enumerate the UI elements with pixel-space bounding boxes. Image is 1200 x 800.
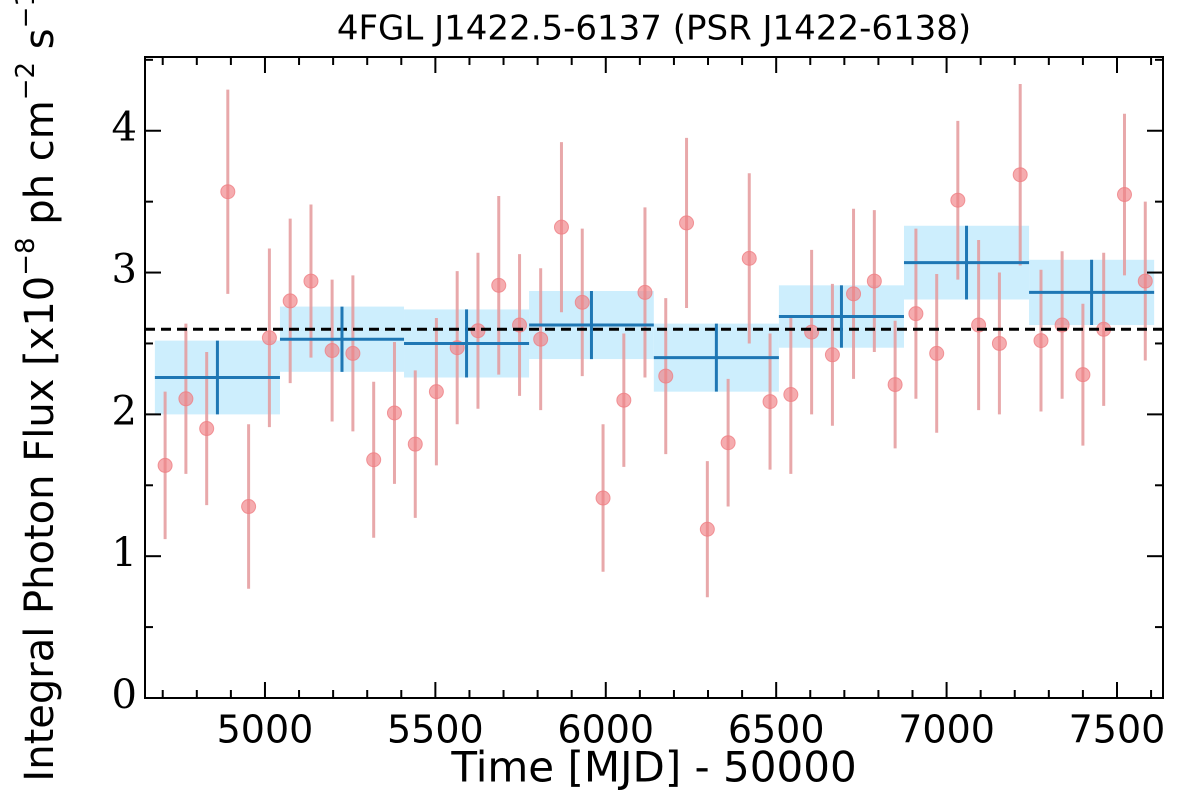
x-tick-label: 5000: [217, 708, 314, 752]
data-point: [1075, 367, 1091, 383]
data-point: [887, 377, 903, 393]
data-point: [303, 273, 319, 289]
data-point: [783, 387, 799, 403]
y-tick-label: 0: [112, 672, 137, 718]
data-point: [1116, 187, 1132, 203]
data-point: [491, 277, 507, 293]
y-label-superscript: −2: [11, 62, 41, 100]
data-point: [345, 345, 361, 361]
y-axis-label: Integral Photon Flux [x10−8 ph cm−2 s−1]: [11, 0, 64, 782]
y-tick-label: 4: [112, 105, 137, 151]
data-point: [386, 405, 402, 421]
x-tick-label: 5500: [387, 708, 484, 752]
data-point: [220, 184, 236, 200]
data-point: [866, 273, 882, 289]
data-point: [846, 286, 862, 302]
data-point: [261, 330, 277, 346]
y-label-superscript: −1: [11, 0, 41, 28]
x-tick-label: 7000: [898, 708, 995, 752]
data-point: [762, 394, 778, 410]
data-point: [991, 335, 1007, 351]
data-point: [658, 368, 674, 384]
data-point: [720, 435, 736, 451]
y-label-part: Integral Photon Flux [x10: [17, 276, 63, 782]
y-tick-label: 1: [112, 530, 137, 576]
data-point: [1012, 167, 1028, 183]
y-tick-label: 2: [112, 388, 137, 434]
y-label-part: s: [17, 28, 63, 62]
x-tick-label: 7500: [1069, 708, 1166, 752]
data-point: [637, 284, 653, 300]
data-point: [428, 384, 444, 400]
y-label-part: ph cm: [17, 100, 63, 237]
data-point: [824, 347, 840, 363]
x-tick-label: 6500: [728, 708, 825, 752]
data-point: [157, 457, 173, 473]
data-point: [199, 421, 215, 437]
chart-title: 4FGL J1422.5-6137 (PSR J1422-6138): [337, 9, 971, 49]
plot-frame: [144, 56, 1164, 699]
data-point: [679, 215, 695, 231]
x-tick-label: 6000: [557, 708, 654, 752]
data-point: [241, 499, 257, 515]
data-point: [908, 306, 924, 322]
data-point: [595, 490, 611, 506]
data-point: [699, 521, 715, 537]
data-point: [366, 452, 382, 468]
data-point: [282, 293, 298, 309]
data-point: [407, 436, 423, 452]
data-point: [616, 392, 632, 408]
data-point: [741, 250, 757, 266]
data-point: [178, 391, 194, 407]
y-tick-label: 3: [112, 247, 137, 293]
x-axis-label: Time [MJD] - 50000: [450, 743, 856, 792]
data-point: [553, 219, 569, 235]
y-label-superscript: −8: [11, 237, 41, 275]
data-point: [533, 331, 549, 347]
data-point: [324, 343, 340, 359]
data-point: [1137, 273, 1153, 289]
data-point: [574, 294, 590, 310]
data-point: [950, 192, 966, 208]
data-point: [804, 324, 820, 340]
data-point: [929, 345, 945, 361]
data-point: [1033, 333, 1049, 349]
